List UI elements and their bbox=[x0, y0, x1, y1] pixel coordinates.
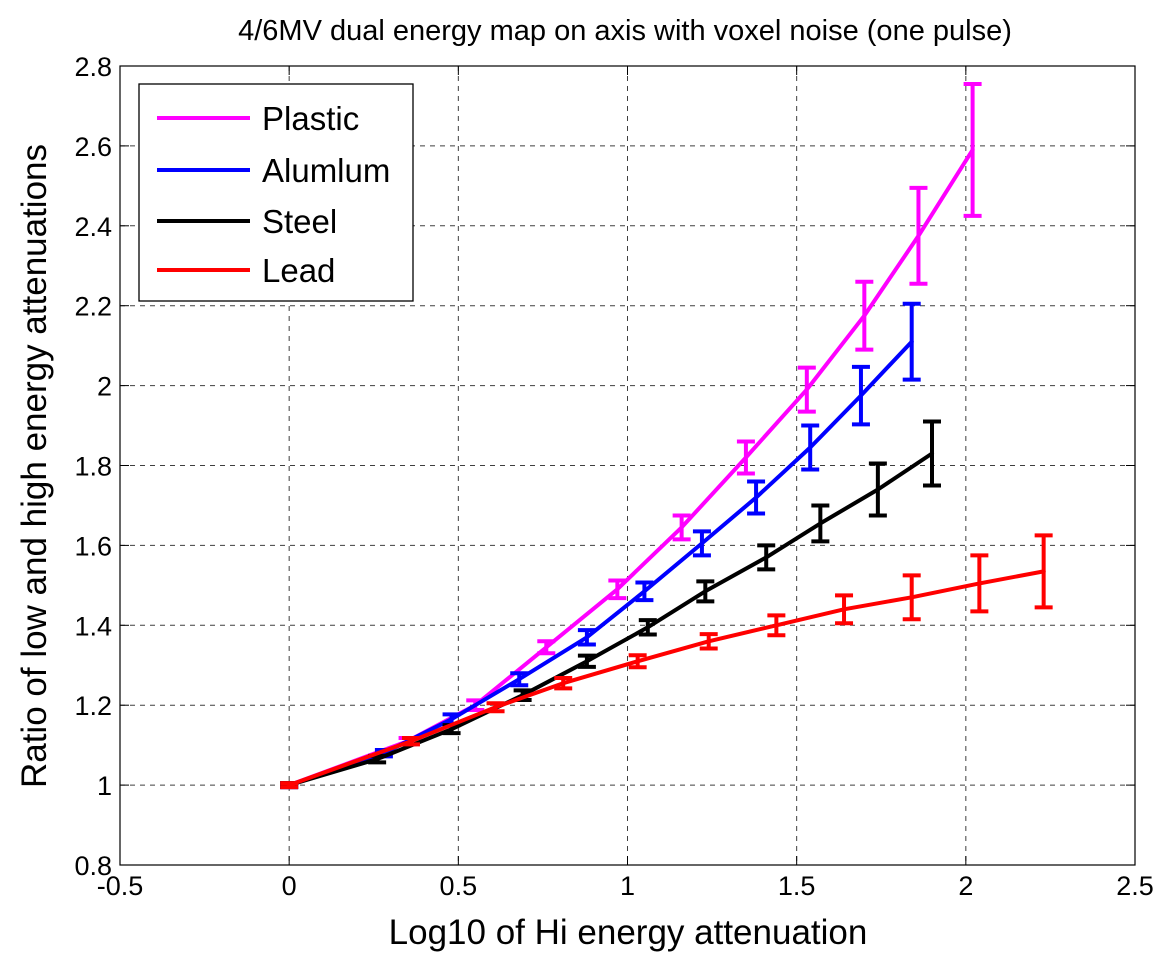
error-bar-lead bbox=[628, 653, 647, 670]
error-bar-lead bbox=[970, 553, 989, 614]
ticks bbox=[119, 65, 1136, 866]
error-bar-steel bbox=[696, 579, 715, 604]
error-bar-steel bbox=[577, 653, 596, 669]
error-bar-alumlum bbox=[510, 671, 529, 688]
error-bar-plastic bbox=[797, 365, 816, 414]
y-tick-label: 2.6 bbox=[74, 132, 112, 162]
error-bar-steel bbox=[811, 503, 830, 544]
error-bar-lead bbox=[280, 781, 299, 790]
y-tick-label: 2 bbox=[97, 372, 112, 402]
error-bar-alumlum bbox=[851, 364, 870, 427]
y-tick-label: 1.6 bbox=[74, 531, 112, 561]
x-tick-label: 2.5 bbox=[1116, 871, 1154, 901]
chart-title: 4/6MV dual energy map on axis with voxel… bbox=[238, 15, 1012, 47]
y-tick-label: 1.8 bbox=[74, 452, 112, 482]
y-tick-label: 2.8 bbox=[74, 52, 112, 82]
x-tick-label: 2 bbox=[958, 871, 973, 901]
y-tick-label: 1.4 bbox=[74, 611, 112, 641]
error-bar-lead bbox=[835, 593, 854, 626]
error-bar-alumlum bbox=[747, 479, 766, 516]
x-tick-label: -0.5 bbox=[97, 871, 144, 901]
error-bar-plastic bbox=[537, 639, 556, 656]
error-bar-plastic bbox=[608, 578, 627, 601]
x-tick-label: 1 bbox=[620, 871, 635, 901]
y-tick-label: 2.4 bbox=[74, 212, 112, 242]
x-tick-label: 1.5 bbox=[778, 871, 816, 901]
series-group bbox=[280, 81, 1053, 790]
x-axis-label: Log10 of Hi energy attenuation bbox=[389, 913, 868, 952]
error-bar-steel bbox=[868, 461, 887, 518]
y-tick-labels: 0.8 1 1.2 1.4 1.6 1.8 2 2.2 2.4 2.6 2.8 bbox=[74, 52, 112, 881]
legend-label-plastic: Plastic bbox=[262, 100, 359, 137]
x-tick-label: 0 bbox=[282, 871, 297, 901]
x-tick-labels: -0.5 0 0.5 1 1.5 2 2.5 bbox=[97, 871, 1154, 901]
y-tick-label: 1.2 bbox=[74, 691, 112, 721]
error-bar-alumlum bbox=[692, 529, 711, 558]
legend-label-lead: Lead bbox=[262, 252, 335, 289]
error-bar-lead bbox=[1034, 533, 1053, 610]
y-tick-label: 2.2 bbox=[74, 292, 112, 322]
error-bar-lead bbox=[554, 676, 573, 691]
error-bar-steel bbox=[923, 419, 941, 488]
error-bar-alumlum bbox=[577, 628, 596, 647]
x-tick-label: 0.5 bbox=[440, 871, 478, 901]
error-bar-lead bbox=[486, 701, 505, 714]
legend: Plastic Alumlum Steel Lead bbox=[138, 83, 414, 302]
series-lead bbox=[280, 533, 1053, 790]
error-bar-plastic bbox=[855, 279, 874, 352]
error-bar-lead bbox=[699, 632, 718, 651]
error-bar-steel bbox=[757, 543, 776, 572]
error-bar-plastic bbox=[963, 81, 982, 218]
y-tick-label: 1 bbox=[97, 771, 112, 801]
error-bar-plastic bbox=[672, 513, 691, 542]
error-bar-alumlum bbox=[902, 301, 921, 382]
error-bar-alumlum bbox=[801, 423, 820, 472]
error-bar-plastic bbox=[909, 185, 928, 286]
y-tick-label: 0.8 bbox=[74, 851, 112, 881]
error-bar-lead bbox=[401, 735, 420, 747]
legend-box bbox=[138, 83, 414, 302]
legend-label-steel: Steel bbox=[262, 203, 337, 240]
error-bar-lead bbox=[767, 613, 786, 638]
error-bar-alumlum bbox=[635, 580, 654, 603]
legend-label-alumlum: Alumlum bbox=[262, 152, 390, 189]
error-bar-plastic bbox=[736, 439, 755, 476]
error-bar-steel bbox=[638, 618, 657, 637]
error-bar-lead bbox=[902, 573, 921, 622]
y-axis-label: Ratio of low and high energy attenuation… bbox=[15, 144, 54, 788]
